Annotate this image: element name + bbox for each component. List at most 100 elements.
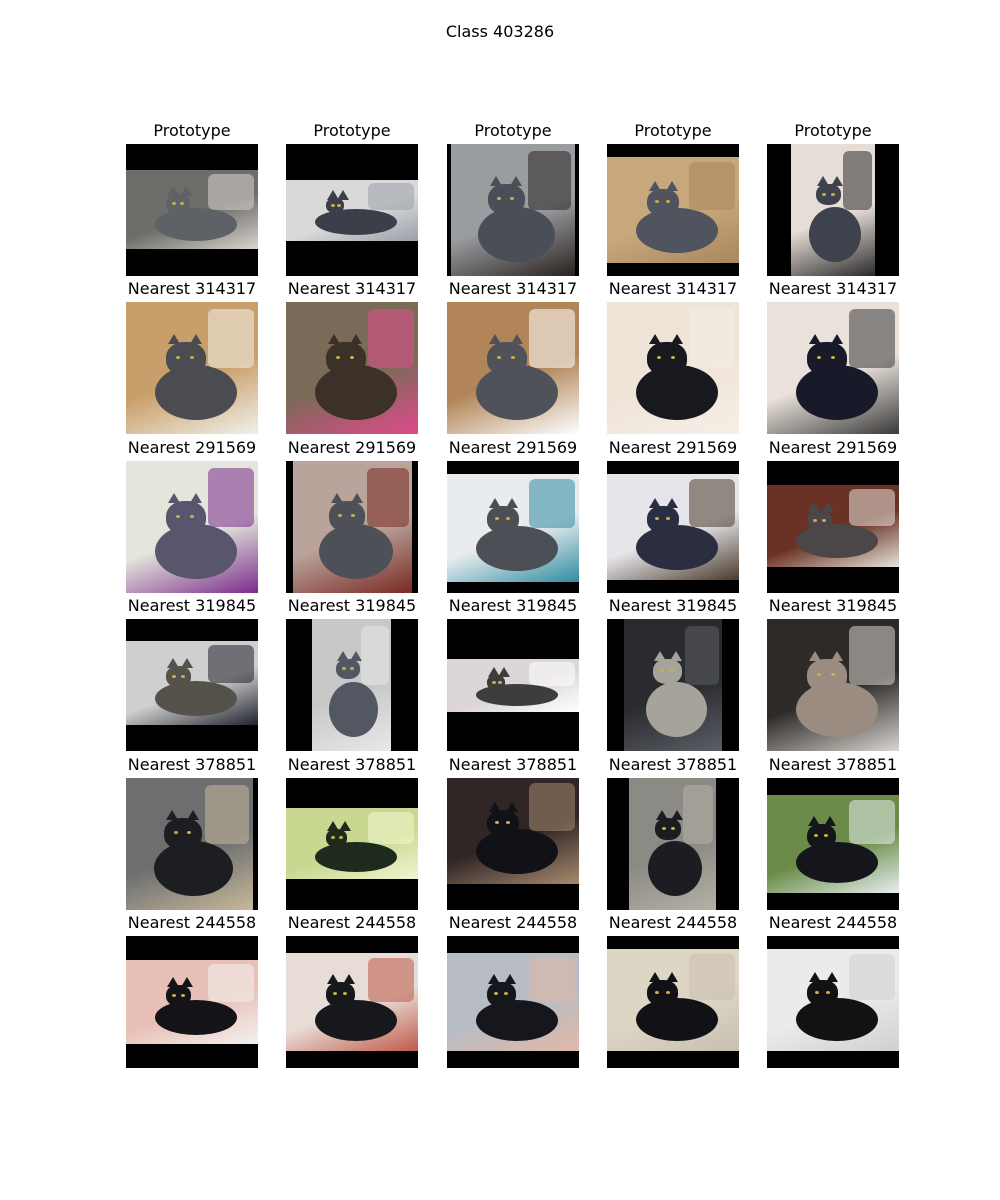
cat-head bbox=[807, 980, 838, 1006]
background-detail bbox=[849, 954, 895, 1000]
prototype-image bbox=[607, 144, 739, 276]
cat-body bbox=[636, 525, 718, 570]
cat-ear bbox=[671, 334, 683, 344]
nearest-image bbox=[126, 461, 258, 593]
background-detail bbox=[367, 468, 409, 527]
cat-photo bbox=[293, 461, 412, 593]
cat-ear bbox=[488, 667, 500, 677]
cat-head bbox=[166, 501, 206, 535]
cat-eye bbox=[338, 514, 342, 517]
cat-body bbox=[329, 682, 378, 737]
cat-ear bbox=[511, 334, 523, 344]
cat-eye bbox=[510, 197, 514, 200]
nearest-image bbox=[286, 936, 418, 1068]
cat-photo bbox=[447, 659, 579, 712]
cat-ear bbox=[339, 821, 351, 831]
panel-title: Prototype bbox=[634, 121, 712, 140]
cat-ear bbox=[656, 810, 668, 820]
background-detail bbox=[689, 162, 735, 210]
cat-photo bbox=[767, 795, 899, 893]
cat-ear bbox=[167, 186, 179, 196]
cat-ear bbox=[190, 493, 202, 503]
panel-title: Nearest 291569 bbox=[448, 438, 578, 457]
nearest-image bbox=[767, 936, 899, 1068]
cat-ear bbox=[671, 810, 683, 820]
cat-ear bbox=[168, 334, 180, 344]
cat-eye bbox=[174, 831, 178, 834]
background-detail bbox=[529, 958, 575, 1002]
cat-body bbox=[636, 208, 718, 253]
cat-eye bbox=[351, 514, 355, 517]
cat-eye bbox=[826, 991, 830, 994]
cat-ear bbox=[181, 658, 193, 668]
cat-eye bbox=[831, 673, 835, 676]
cat-ear bbox=[187, 810, 199, 820]
cat-photo bbox=[286, 302, 418, 434]
cat-eye bbox=[331, 204, 335, 207]
cat-eye bbox=[822, 193, 826, 196]
background-detail bbox=[689, 954, 735, 1000]
prototype-image bbox=[447, 144, 579, 276]
cat-head bbox=[487, 982, 516, 1007]
cat-head bbox=[326, 982, 355, 1007]
cat-eye bbox=[339, 836, 343, 839]
cat-ear bbox=[337, 190, 349, 200]
background-detail bbox=[208, 645, 254, 683]
nearest-image bbox=[767, 619, 899, 751]
cat-ear bbox=[831, 176, 843, 186]
cat-ear bbox=[489, 802, 501, 812]
cat-eye bbox=[814, 834, 818, 837]
prototype-image bbox=[126, 144, 258, 276]
panel-title: Nearest 291569 bbox=[287, 438, 417, 457]
cat-body bbox=[796, 524, 878, 558]
panel-title: Nearest 319845 bbox=[127, 596, 257, 615]
cat-body bbox=[315, 1000, 397, 1041]
nearest-image bbox=[767, 778, 899, 910]
cat-ear bbox=[490, 176, 502, 186]
cat-eye bbox=[671, 827, 675, 830]
cat-eye bbox=[831, 356, 835, 359]
cat-eye bbox=[666, 991, 670, 994]
nearest-image bbox=[126, 936, 258, 1068]
nearest-image bbox=[447, 936, 579, 1068]
nearest-image bbox=[126, 619, 258, 751]
background-detail bbox=[685, 626, 719, 685]
cat-body bbox=[796, 998, 878, 1041]
background-detail bbox=[849, 309, 895, 368]
cat-body bbox=[476, 526, 558, 571]
cat-eye bbox=[495, 821, 499, 824]
panel-title: Nearest 291569 bbox=[127, 438, 257, 457]
cat-body bbox=[476, 1000, 558, 1041]
cat-eye bbox=[331, 836, 335, 839]
background-detail bbox=[208, 468, 254, 527]
cat-photo bbox=[312, 619, 391, 751]
cat-head bbox=[647, 189, 679, 216]
background-detail bbox=[529, 309, 575, 368]
background-detail bbox=[529, 479, 575, 528]
cat-ear bbox=[327, 821, 339, 831]
cat-photo bbox=[126, 641, 258, 725]
cat-eye bbox=[333, 992, 337, 995]
panel-title: Nearest 244558 bbox=[127, 913, 257, 932]
background-detail bbox=[689, 479, 735, 527]
cat-eye bbox=[190, 515, 194, 518]
cat-eye bbox=[831, 193, 835, 196]
nearest-image bbox=[607, 619, 739, 751]
cat-head bbox=[326, 342, 366, 376]
cat-ear bbox=[654, 651, 666, 661]
panel-title: Nearest 314317 bbox=[448, 279, 578, 298]
cat-eye bbox=[813, 519, 817, 522]
nearest-image bbox=[607, 778, 739, 910]
panel-title: Nearest 244558 bbox=[287, 913, 417, 932]
cat-head bbox=[647, 506, 679, 533]
cat-eye bbox=[492, 681, 496, 684]
panel-title: Prototype bbox=[794, 121, 872, 140]
cat-ear bbox=[168, 493, 180, 503]
background-detail bbox=[368, 309, 414, 368]
cat-eye bbox=[180, 202, 184, 205]
cat-head bbox=[326, 198, 344, 213]
cat-photo bbox=[286, 808, 418, 879]
cat-head bbox=[166, 985, 191, 1006]
cat-ear bbox=[343, 974, 355, 984]
cat-head bbox=[326, 829, 347, 847]
